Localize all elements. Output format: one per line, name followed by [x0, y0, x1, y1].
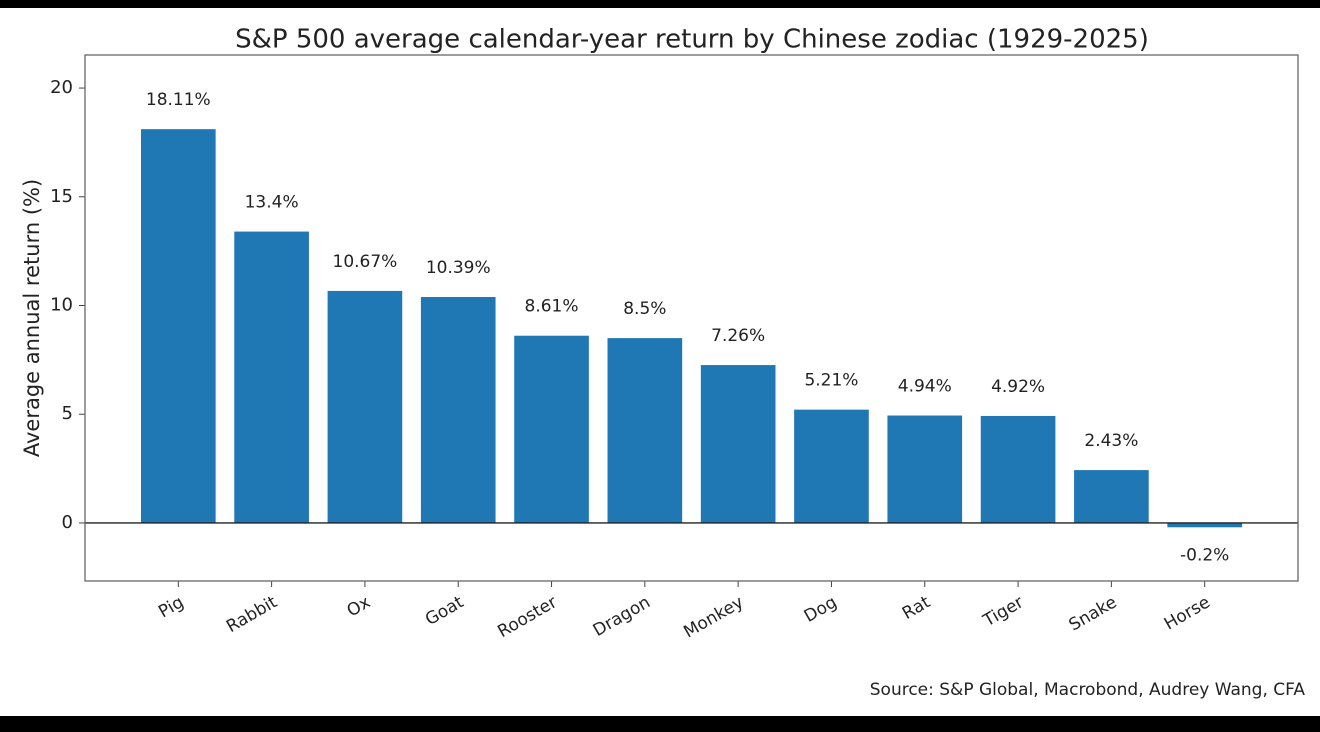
y-tick-label: 0	[62, 512, 73, 533]
bar	[234, 231, 309, 523]
value-label: 8.5%	[623, 299, 666, 319]
bar	[980, 415, 1056, 523]
chart-title: S&P 500 average calendar-year return by …	[235, 25, 1149, 55]
value-label: 4.94%	[898, 377, 952, 397]
bar	[700, 365, 776, 523]
bar	[607, 338, 683, 523]
bar	[327, 290, 403, 523]
bottom-strip	[0, 716, 1320, 732]
bar	[420, 297, 496, 523]
value-label: 7.26%	[711, 326, 765, 346]
value-label: 10.39%	[426, 258, 491, 278]
value-label: 2.43%	[1084, 431, 1138, 451]
value-label: 18.11%	[146, 90, 211, 110]
value-label: 10.67%	[333, 252, 398, 272]
y-axis-label: Average annual return (%)	[20, 179, 44, 457]
bar	[140, 129, 216, 523]
y-tick-label: 15	[50, 186, 73, 207]
bar	[1167, 522, 1243, 528]
top-strip	[0, 0, 1320, 8]
bar	[514, 335, 589, 523]
value-label: -0.2%	[1180, 545, 1229, 565]
y-tick-label: 5	[62, 403, 73, 424]
value-label: 5.21%	[804, 371, 858, 391]
value-label: 13.4%	[245, 193, 299, 213]
value-label: 4.92%	[991, 377, 1045, 397]
bar	[794, 409, 869, 523]
y-tick-label: 10	[50, 294, 73, 315]
y-tick-label: 20	[50, 77, 73, 98]
bar	[887, 415, 963, 523]
plot-frame	[84, 54, 1299, 582]
value-label: 8.61%	[525, 297, 579, 317]
source-note: Source: S&P Global, Macrobond, Audrey Wa…	[870, 680, 1306, 700]
bar	[1074, 470, 1149, 523]
